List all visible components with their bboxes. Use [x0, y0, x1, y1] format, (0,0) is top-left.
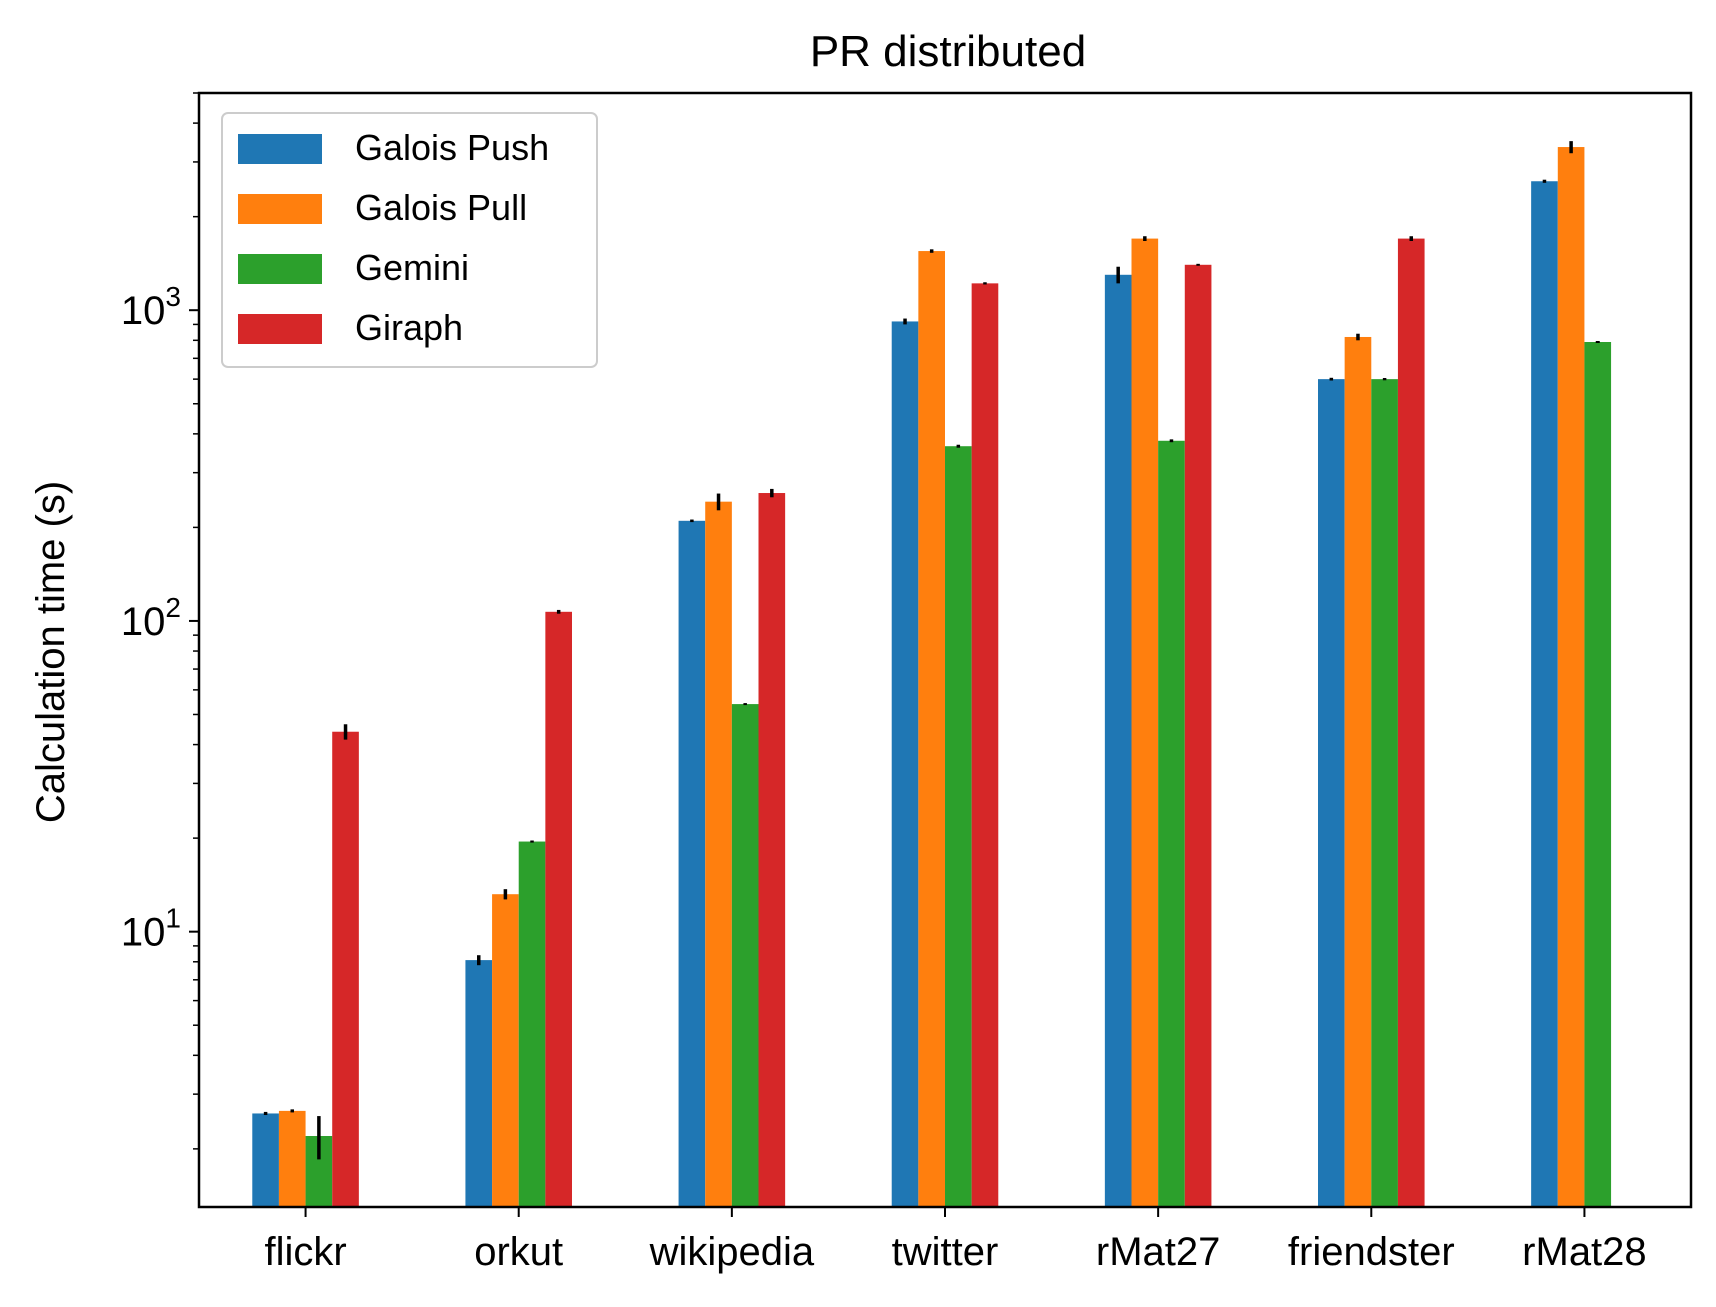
legend-label: Giraph: [355, 307, 463, 348]
bar-galois-push-twitter: [891, 321, 919, 1207]
bar-gemini-rmat28: [1584, 342, 1612, 1207]
bar-giraph-twitter: [971, 283, 999, 1207]
y-tick-label: 103: [121, 281, 181, 333]
bar-gemini-friendster: [1371, 379, 1398, 1208]
x-tick-label: orkut: [474, 1230, 563, 1274]
bar-galois-push-wikipedia: [678, 520, 706, 1207]
bar-galois-pull-wikipedia: [705, 501, 732, 1207]
legend-frame: [221, 112, 598, 368]
bar-galois-push-friendster: [1318, 379, 1345, 1208]
bar-galois-push-rmat27: [1104, 274, 1132, 1207]
bar-galois-pull-rmat28: [1557, 147, 1585, 1208]
x-tick-label: twitter: [892, 1230, 999, 1274]
bar-galois-push-rmat28: [1531, 181, 1558, 1207]
y-tick-label: 101: [121, 903, 181, 955]
bar-galois-push-flickr: [252, 1113, 279, 1207]
bar-gemini-twitter: [945, 446, 972, 1207]
legend-swatch: [238, 194, 322, 224]
x-tick-label: friendster: [1288, 1230, 1455, 1274]
plot-frame: [197, 91, 1693, 1209]
bar-galois-push-orkut: [465, 960, 493, 1207]
bars-layer: [252, 147, 1612, 1208]
error-bars-layer: [263, 141, 1600, 1160]
bar-galois-pull-rmat27: [1131, 238, 1159, 1207]
bar-giraph-flickr: [332, 731, 359, 1207]
chart-title: PR distributed: [810, 27, 1086, 76]
bar-giraph-rmat27: [1184, 264, 1212, 1207]
bar-giraph-wikipedia: [758, 493, 786, 1207]
bar-gemini-orkut: [518, 841, 546, 1207]
bar-galois-pull-friendster: [1344, 336, 1372, 1208]
legend: Galois Push Galois Pull Gemini Giraph: [221, 112, 598, 368]
legend-label: Galois Pull: [355, 187, 527, 228]
bar-gemini-rmat27: [1158, 440, 1185, 1208]
x-tick-label: rMat27: [1096, 1230, 1221, 1274]
x-tick-label: flickr: [264, 1230, 346, 1274]
legend-label: Gemini: [355, 247, 469, 288]
bar-galois-pull-orkut: [492, 894, 519, 1207]
x-tick-label: wikipedia: [649, 1230, 815, 1274]
x-axis: flickr orkut wikipedia twitter rMat27 friends…: [264, 1207, 1647, 1274]
y-axis: 101 102 103: [121, 92, 199, 1150]
bar-gemini-wikipedia: [731, 704, 759, 1207]
legend-swatch: [238, 134, 322, 164]
legend-label: Galois Push: [355, 127, 549, 168]
y-tick-label: 102: [121, 592, 181, 644]
bar-giraph-friendster: [1397, 238, 1425, 1207]
legend-swatch: [238, 254, 322, 284]
legend-swatch: [238, 314, 322, 344]
x-tick-label: rMat28: [1522, 1230, 1647, 1274]
bar-galois-pull-twitter: [918, 251, 945, 1207]
bar-galois-pull-flickr: [278, 1110, 306, 1207]
y-axis-label: Calculation time (s): [29, 481, 73, 823]
bar-giraph-orkut: [545, 611, 572, 1207]
